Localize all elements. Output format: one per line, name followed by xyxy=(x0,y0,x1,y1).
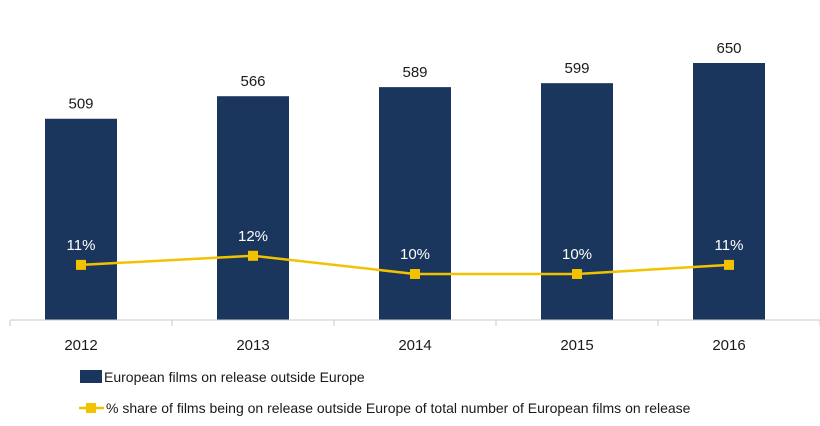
x-tick-label-2014: 2014 xyxy=(398,337,431,354)
x-tick-label-2012: 2012 xyxy=(64,337,97,354)
share-value-label-2016: 11% xyxy=(715,237,744,254)
legend: European films on release outside Europe… xyxy=(79,369,691,416)
legend-line-label: % share of films being on release outsid… xyxy=(106,400,691,416)
x-tick-label-2013: 2013 xyxy=(236,337,269,354)
bar-2014 xyxy=(379,87,451,320)
bar-value-label-2016: 650 xyxy=(716,40,741,57)
bar-2012 xyxy=(45,118,117,320)
share-value-label-2015: 10% xyxy=(562,246,592,263)
bar-value-label-2013: 566 xyxy=(240,73,265,90)
legend-line-marker xyxy=(86,403,96,413)
legend-bar-swatch xyxy=(80,370,102,383)
share-marker-2015 xyxy=(572,269,582,279)
x-tick-label-2016: 2016 xyxy=(712,337,745,354)
bar-value-label-2012: 509 xyxy=(68,96,93,113)
legend-bar-label: European films on release outside Europe xyxy=(104,369,365,385)
line-series-layer: 11% 12% 10% 10% 11% xyxy=(67,228,744,279)
share-marker-2014 xyxy=(410,269,420,279)
bar-2013 xyxy=(217,96,289,320)
bar-2016 xyxy=(693,63,765,320)
bar-2015 xyxy=(541,83,613,320)
share-value-label-2013: 12% xyxy=(238,228,268,245)
bar-value-label-2015: 599 xyxy=(564,60,589,77)
x-tick-label-2015: 2015 xyxy=(560,337,593,354)
share-value-label-2014: 10% xyxy=(400,246,430,263)
share-value-label-2012: 11% xyxy=(67,237,96,254)
x-axis: 2012 2013 2014 2015 2016 xyxy=(9,319,820,354)
share-marker-2016 xyxy=(724,259,734,270)
share-marker-2013 xyxy=(248,250,258,261)
bar-value-label-2014: 589 xyxy=(402,64,427,81)
share-marker-2012 xyxy=(76,259,86,270)
bars-layer: 509 566 589 599 650 xyxy=(45,40,765,320)
